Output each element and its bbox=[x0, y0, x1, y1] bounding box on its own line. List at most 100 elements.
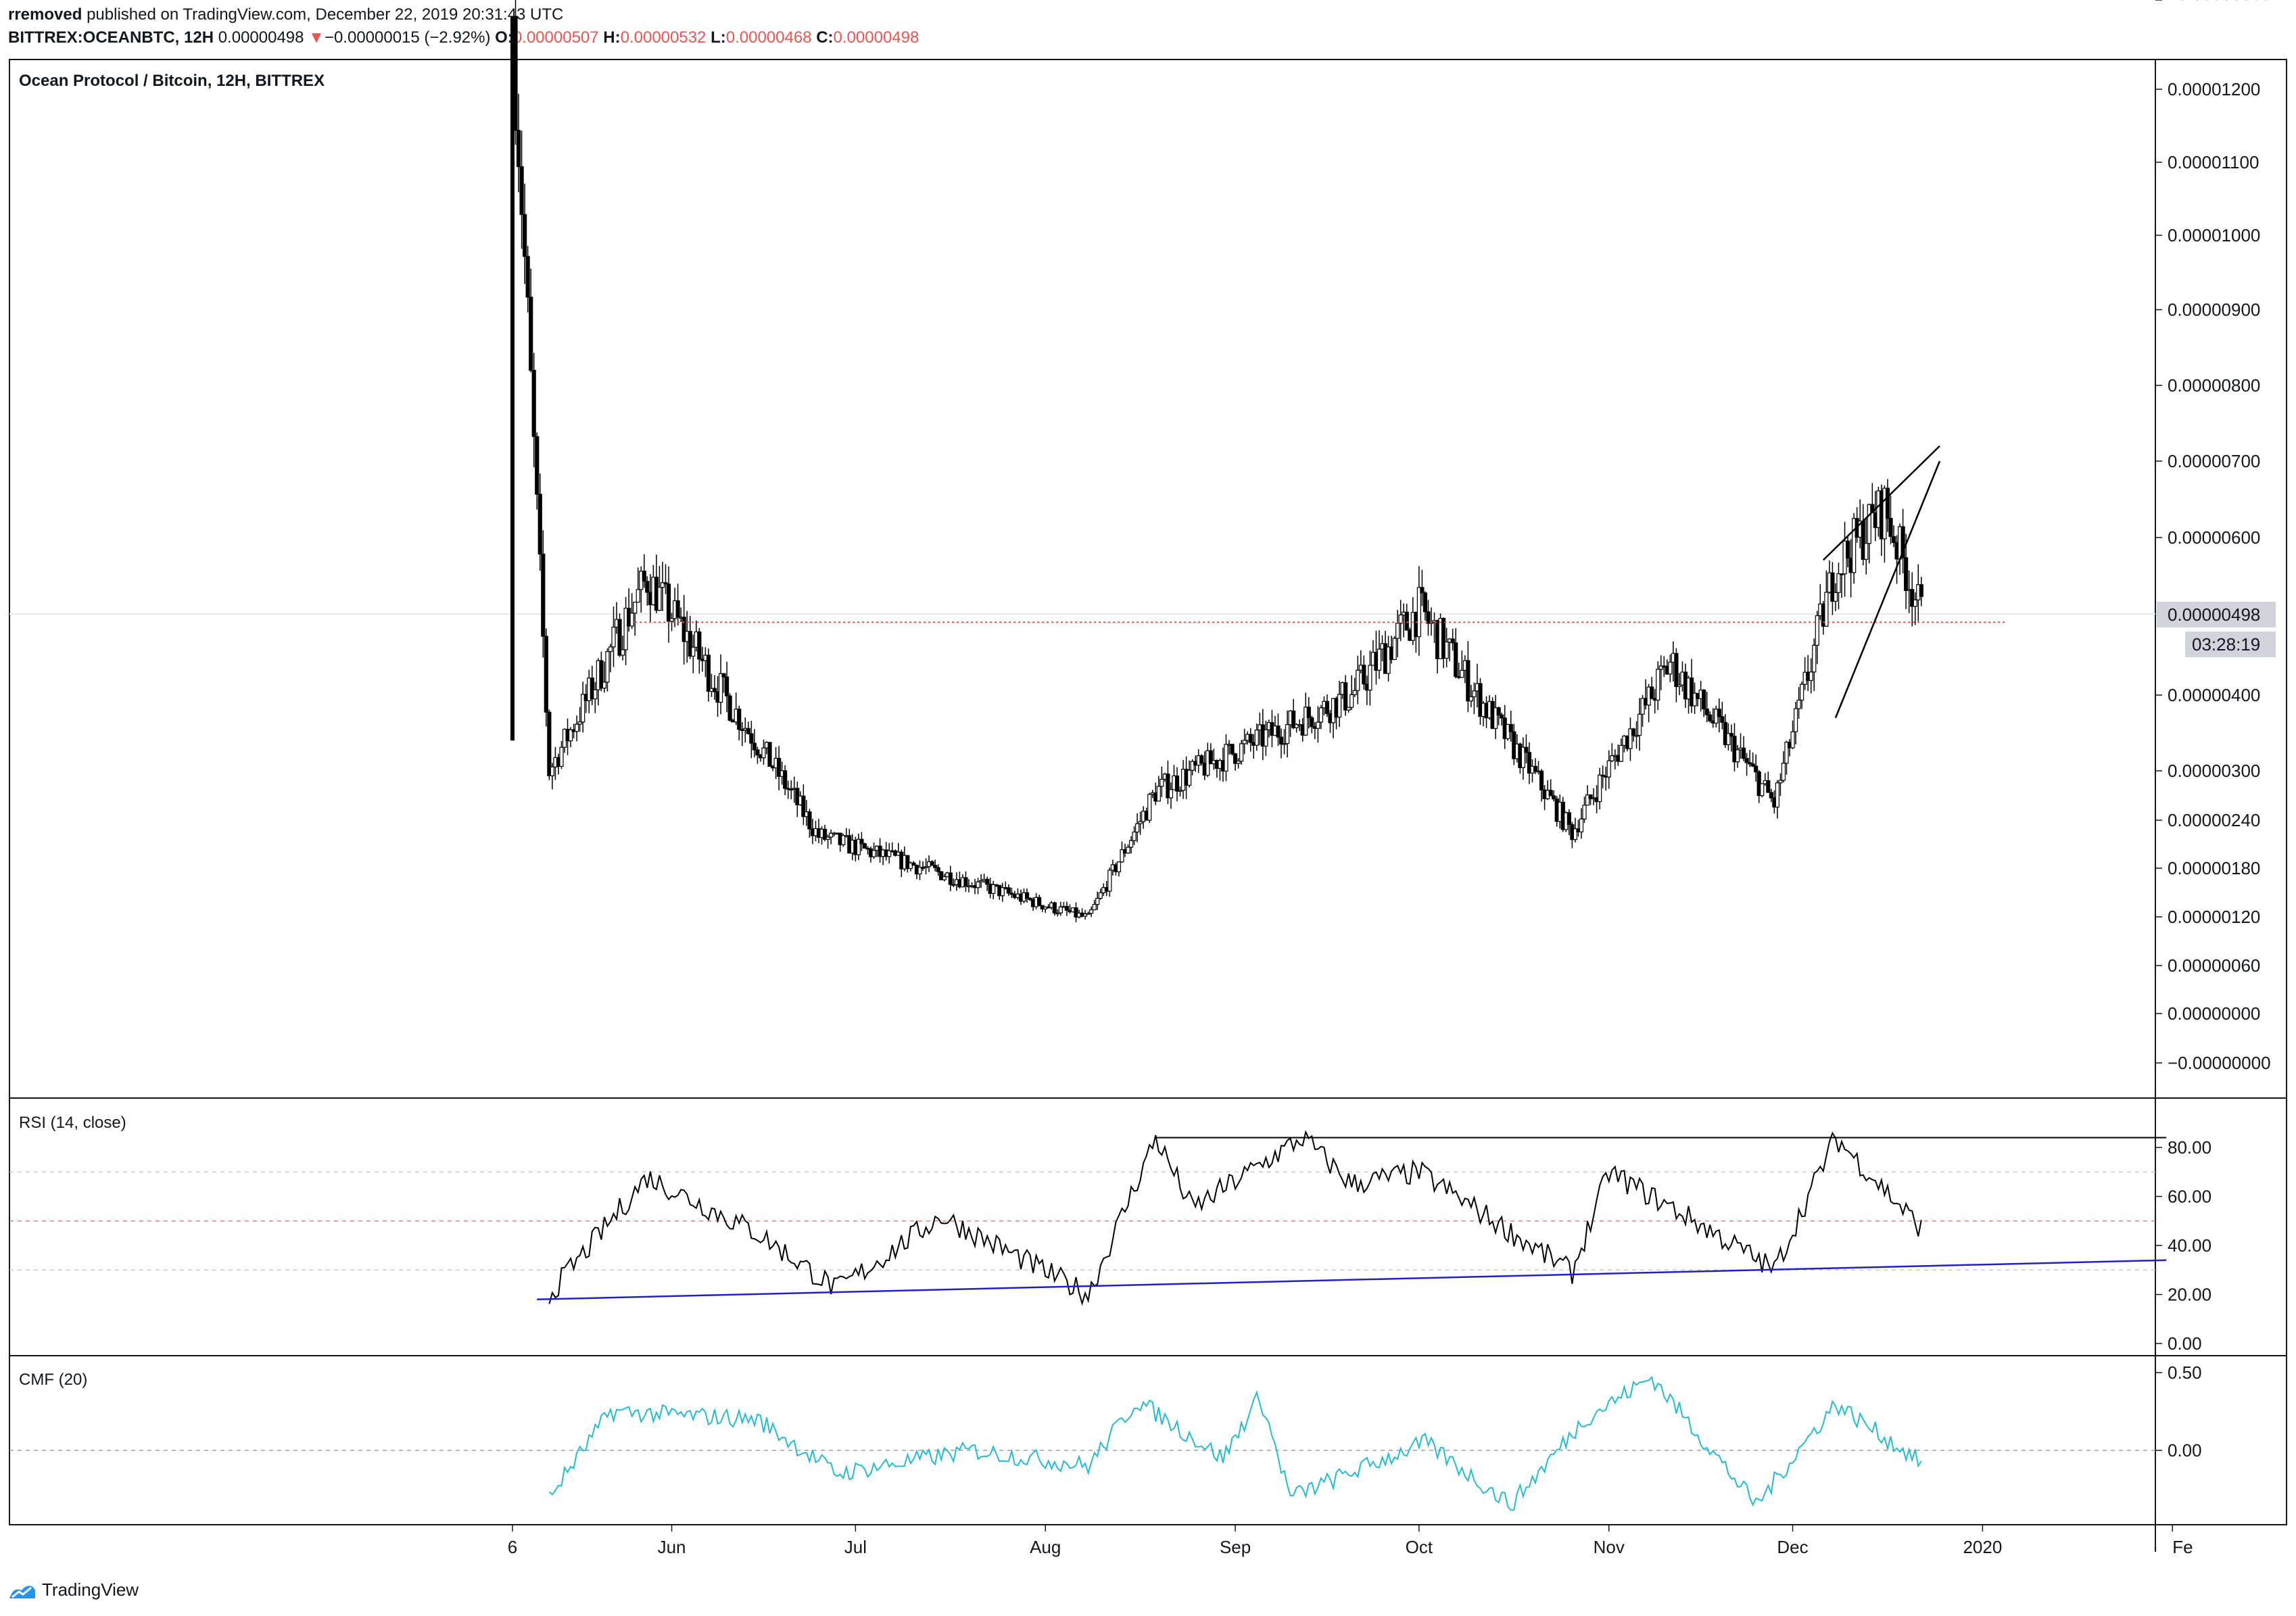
candle bbox=[513, 0, 518, 145]
chart-frame bbox=[9, 59, 2287, 1552]
time-tick-label: Nov bbox=[1594, 1537, 1625, 1557]
candle bbox=[1913, 592, 1917, 625]
candle bbox=[1566, 809, 1571, 836]
candle bbox=[1352, 678, 1357, 697]
candle bbox=[547, 709, 552, 780]
tradingview-logo[interactable]: TradingView bbox=[8, 1579, 139, 1600]
candle bbox=[706, 648, 711, 702]
rsi-tick-label: 60.00 bbox=[2168, 1187, 2211, 1207]
candle bbox=[1579, 808, 1584, 839]
candle bbox=[1606, 750, 1611, 789]
candle bbox=[1460, 650, 1464, 678]
candle bbox=[1656, 661, 1660, 711]
candle bbox=[669, 613, 674, 632]
candle bbox=[1276, 713, 1281, 746]
candle bbox=[541, 530, 546, 658]
candle bbox=[1634, 721, 1639, 749]
candle bbox=[1637, 698, 1642, 751]
candle bbox=[1717, 698, 1721, 733]
candle bbox=[1156, 776, 1161, 802]
candle bbox=[1809, 658, 1813, 694]
candle bbox=[593, 682, 598, 713]
candle bbox=[645, 576, 650, 606]
cmf-tick-label: 0.50 bbox=[2168, 1362, 2202, 1383]
price-tick-label: 0.00000180 bbox=[2168, 858, 2260, 878]
ohlc-line: BITTREX:OCEANBTC, 12H 0.00000498 ▼−0.000… bbox=[8, 28, 919, 47]
candle bbox=[1750, 752, 1755, 767]
candle bbox=[1120, 841, 1124, 863]
candle bbox=[1052, 901, 1057, 916]
candle bbox=[1508, 711, 1513, 742]
candle bbox=[1500, 713, 1504, 726]
candle bbox=[1224, 734, 1228, 782]
candle bbox=[1426, 600, 1431, 636]
candle bbox=[1404, 603, 1409, 631]
candle bbox=[963, 871, 968, 893]
candle bbox=[1441, 617, 1446, 669]
candle bbox=[1254, 723, 1259, 751]
candle bbox=[777, 746, 782, 790]
high-value: 0.00000532 bbox=[620, 28, 707, 47]
candle bbox=[1781, 751, 1786, 783]
candle bbox=[724, 661, 730, 713]
candle bbox=[1386, 636, 1391, 682]
candle bbox=[1248, 728, 1253, 752]
time-tick-label: Sep bbox=[1220, 1537, 1251, 1557]
candle bbox=[1310, 715, 1314, 734]
candle bbox=[1631, 728, 1636, 742]
cmf-tick-label: 0.00 bbox=[2168, 1440, 2202, 1460]
candle bbox=[1744, 753, 1749, 776]
candle bbox=[1720, 701, 1725, 730]
candle bbox=[1098, 888, 1103, 900]
candle bbox=[1521, 737, 1525, 780]
candle bbox=[1190, 759, 1195, 776]
main-pane-title: Ocean Protocol / Bitcoin, 12H, BITTREX bbox=[19, 72, 325, 90]
candle bbox=[1619, 738, 1623, 762]
candle bbox=[1496, 706, 1501, 726]
candle bbox=[761, 739, 766, 765]
cmf-series bbox=[548, 1375, 1922, 1511]
candle bbox=[1089, 906, 1094, 918]
author-name[interactable]: rremoved bbox=[8, 5, 82, 24]
candle bbox=[1242, 728, 1247, 755]
price-tick-label: 0.00001100 bbox=[2168, 152, 2259, 172]
candle bbox=[752, 729, 757, 758]
candle bbox=[1677, 673, 1682, 696]
candle bbox=[516, 93, 521, 193]
candle bbox=[1466, 640, 1470, 713]
candle bbox=[755, 746, 760, 764]
candle bbox=[531, 352, 536, 468]
open-value: 0.00000507 bbox=[512, 28, 599, 47]
candle bbox=[577, 707, 582, 732]
open-label: O: bbox=[495, 28, 513, 47]
price-tick-label: 0.00000900 bbox=[2168, 300, 2260, 320]
candle bbox=[620, 636, 625, 661]
candle bbox=[666, 566, 671, 643]
candle bbox=[1159, 766, 1164, 797]
candles bbox=[510, 0, 1923, 922]
candle bbox=[1766, 771, 1771, 793]
candle bbox=[826, 834, 830, 849]
candle bbox=[917, 860, 922, 880]
candle bbox=[1864, 518, 1869, 575]
candle bbox=[991, 880, 996, 899]
candle bbox=[1132, 826, 1137, 845]
candle bbox=[1582, 797, 1587, 824]
candle bbox=[1395, 610, 1400, 657]
candle bbox=[1187, 760, 1192, 788]
candle bbox=[1539, 769, 1544, 802]
candle bbox=[1092, 899, 1097, 911]
candle bbox=[1128, 836, 1134, 854]
last-price-box bbox=[2157, 602, 2276, 627]
candle bbox=[1668, 654, 1673, 682]
candle bbox=[529, 268, 533, 373]
low-label: L: bbox=[711, 28, 726, 47]
candle bbox=[1729, 724, 1734, 752]
candle bbox=[1885, 479, 1890, 532]
candle bbox=[1793, 701, 1798, 745]
candle bbox=[1028, 897, 1032, 901]
candle bbox=[1444, 627, 1449, 667]
candle bbox=[1278, 728, 1284, 759]
candle bbox=[1362, 655, 1366, 690]
